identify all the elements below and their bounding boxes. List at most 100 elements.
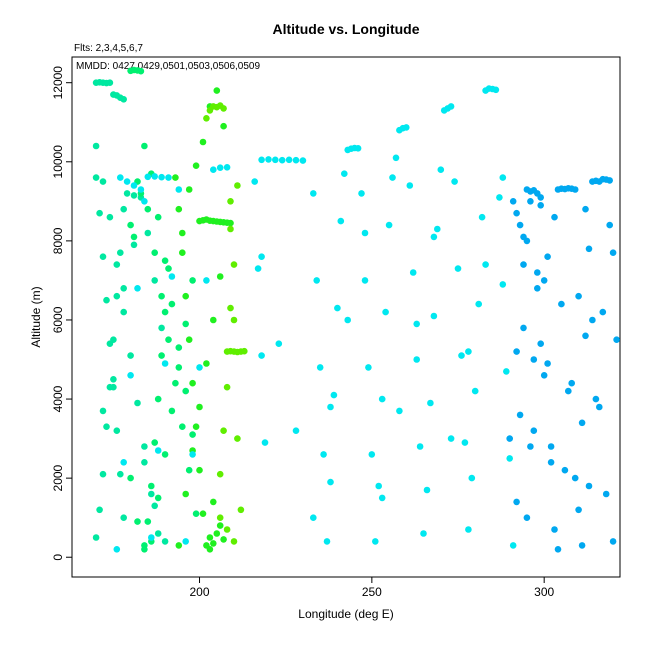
data-point [337,217,345,225]
data-point [154,395,162,403]
data-point [582,332,589,340]
data-point [103,423,110,431]
data-point [148,490,155,498]
data-point [606,221,613,229]
data-point [117,249,124,256]
data-point [227,219,234,227]
data-point [182,538,189,545]
data-point [461,439,469,446]
data-point [182,320,189,328]
data-point [299,157,307,164]
x-axis-label: Longitude (deg E) [298,607,393,621]
data-point [227,225,234,233]
data-point [537,340,544,348]
data-point [117,470,124,478]
data-point [509,198,517,205]
data-point [223,526,231,533]
data-point [313,277,321,284]
data-point [320,451,327,458]
data-point [148,482,155,490]
data-point [120,308,127,316]
data-point [172,174,179,181]
data-point [175,542,183,549]
data-point [92,174,100,181]
data-point [382,308,389,316]
data-point [499,174,507,181]
data-point [113,546,121,553]
data-point [99,178,107,185]
data-point [161,257,169,265]
data-point [216,514,224,521]
data-point [192,510,200,517]
data-point [168,407,176,415]
data-point [530,356,538,363]
data-point [251,178,258,185]
flights-annotation: Flts: 2,3,4,5,6,7 [74,43,143,54]
data-point [499,281,507,288]
data-point [185,186,193,193]
data-point [216,522,224,529]
data-point [310,190,317,197]
data-point [503,368,510,375]
y-tick-label: 2000 [51,464,65,491]
dates-annotation: MMDD: 0427,0429,0501,0503,0506,0509 [76,61,260,72]
data-point [437,166,445,173]
data-point [154,447,162,454]
data-point [189,451,196,458]
data-point [196,466,203,474]
data-point [196,403,203,411]
data-point [334,304,341,312]
data-point [430,312,438,320]
data-point [199,510,207,517]
data-point [285,156,293,164]
data-point [327,403,334,411]
data-point [609,538,617,545]
data-point [509,542,517,549]
data-point [192,423,200,431]
data-point [92,534,100,541]
data-point [596,403,603,411]
data-point [241,347,248,355]
data-point [141,443,148,450]
data-point [137,67,145,75]
data-point [134,399,141,407]
data-point [341,170,348,177]
data-point [234,435,241,442]
data-point [161,360,169,367]
data-point [230,316,238,324]
data-point [409,269,417,276]
data-point [330,391,338,399]
data-point [602,490,610,498]
data-point [210,316,217,324]
data-point [189,277,196,284]
data-point [182,292,189,300]
data-point [120,96,127,103]
data-point [141,459,148,466]
data-point [272,156,279,164]
data-point [127,372,134,379]
data-point [96,506,103,514]
data-point [165,336,172,344]
data-point [492,86,500,94]
data-point [468,474,476,482]
data-point [189,431,196,438]
data-point [189,379,196,387]
data-point [210,540,217,547]
data-point [261,439,269,446]
data-point [513,209,520,217]
data-point [606,177,613,184]
data-point [99,253,107,260]
data-point [175,205,183,213]
data-point [134,518,141,525]
data-point [220,122,227,130]
data-point [537,194,544,201]
x-axis: 200 250 300 [190,577,555,599]
data-points [92,66,620,553]
data-point [447,435,455,442]
data-point [151,502,158,510]
y-axis: 0 2000 4000 6000 8000 10000 12000 [51,66,72,561]
data-point [506,435,513,442]
data-point [206,546,214,553]
data-point [182,387,189,395]
